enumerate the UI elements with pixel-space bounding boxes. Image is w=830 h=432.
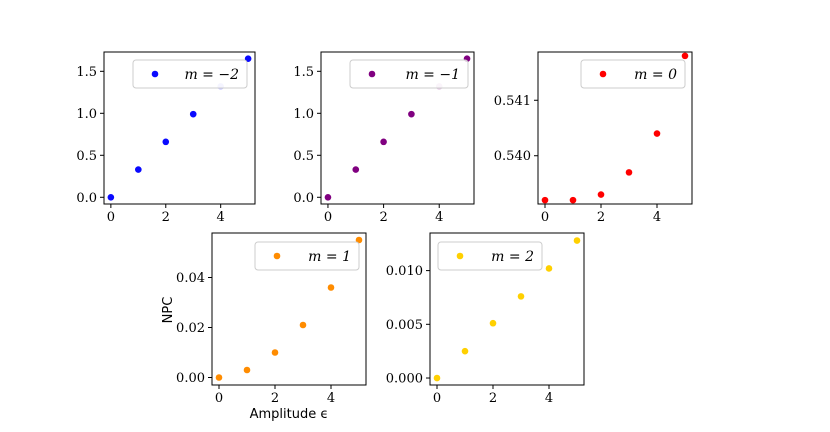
data-point xyxy=(271,349,279,356)
x-tick-label: 2 xyxy=(271,391,279,406)
y-tick-label: 0.0 xyxy=(293,191,314,206)
x-tick-label: 4 xyxy=(435,210,443,225)
x-tick-label: 4 xyxy=(545,391,553,406)
x-tick-label: 0 xyxy=(433,391,441,406)
data-point xyxy=(215,374,223,381)
x-tick-label: 2 xyxy=(489,391,497,406)
y-tick-label: 1.5 xyxy=(293,65,314,80)
data-point xyxy=(324,193,332,201)
legend-label: m = 2 xyxy=(491,249,534,265)
subplot-2: 0 2 4 0.0 0.5 1.0 1.5 m = −1 xyxy=(293,51,475,225)
legend-marker xyxy=(368,70,376,78)
y-tick-label: 0.00 xyxy=(176,371,205,386)
axes-frame xyxy=(103,51,256,205)
y-axis-label: NPC xyxy=(161,297,176,324)
x-tick-label: 2 xyxy=(379,210,387,225)
x-tick-label: 0 xyxy=(324,210,332,225)
y-tick-label: 0.5 xyxy=(293,149,314,164)
x-tick-label: 0 xyxy=(215,391,223,406)
y-tick-label: 1.5 xyxy=(76,65,97,80)
axes-frame xyxy=(320,51,475,205)
subplot-5: 0 2 4 0.000 0.005 0.010 m = 2 xyxy=(386,232,585,406)
data-point xyxy=(597,191,605,198)
data-point xyxy=(135,166,142,173)
legend-marker xyxy=(456,252,464,260)
x-tick-label: 4 xyxy=(653,210,661,225)
data-point xyxy=(243,366,251,374)
y-tick-label: 0.540 xyxy=(494,149,531,164)
data-point xyxy=(408,110,415,118)
data-point xyxy=(517,293,525,300)
data-point xyxy=(681,52,689,60)
data-point xyxy=(653,130,661,137)
y-tick-label: 0.000 xyxy=(386,372,423,387)
data-point xyxy=(189,110,197,118)
legend: m = 0 xyxy=(580,59,686,89)
data-point xyxy=(625,169,633,176)
y-tick-label: 0.5 xyxy=(76,149,97,164)
legend-marker xyxy=(273,252,281,260)
data-point xyxy=(327,284,335,291)
legend-marker xyxy=(151,70,159,78)
subplot-3: 0 2 4 0.540 0.541 m = 0 xyxy=(494,51,693,225)
legend: m = 1 xyxy=(254,241,360,271)
data-point xyxy=(380,138,387,146)
legend-box xyxy=(254,241,360,271)
axes-frame xyxy=(211,232,367,386)
legend: m = −2 xyxy=(132,59,248,89)
y-tick-label: 0.541 xyxy=(494,94,531,109)
x-tick-label: 2 xyxy=(162,210,170,225)
x-tick-label: 4 xyxy=(217,210,225,225)
x-tick-label: 0 xyxy=(541,210,549,225)
y-tick-label: 0.0 xyxy=(76,191,97,206)
axes-frame xyxy=(429,232,585,386)
data-point xyxy=(352,166,360,173)
y-tick-label: 0.02 xyxy=(176,321,205,336)
legend-label: m = 0 xyxy=(634,67,677,83)
legend-label: m = −1 xyxy=(405,67,460,83)
x-axis-label: Amplitude ϵ xyxy=(250,407,329,422)
data-point xyxy=(107,193,115,201)
legend-label: m = −2 xyxy=(184,67,239,83)
data-point xyxy=(545,265,553,272)
y-tick-label: 1.0 xyxy=(76,107,97,122)
legend-box xyxy=(132,59,248,89)
legend-box xyxy=(580,59,686,89)
legend: m = −1 xyxy=(349,59,469,89)
y-tick-label: 0.005 xyxy=(386,318,423,333)
y-tick-label: 0.04 xyxy=(176,271,205,286)
data-point xyxy=(541,196,549,204)
data-point xyxy=(489,319,497,327)
data-point xyxy=(461,347,469,355)
x-tick-label: 2 xyxy=(597,210,605,225)
x-tick-label: 4 xyxy=(327,391,335,406)
data-point xyxy=(355,236,363,244)
data-point xyxy=(299,321,307,329)
legend-box xyxy=(349,59,469,89)
legend-marker xyxy=(599,70,607,78)
legend: m = 2 xyxy=(437,241,543,271)
subplot-1: 0 2 4 0.0 0.5 1.0 1.5 m = −2 xyxy=(76,51,256,225)
axes-frame xyxy=(537,51,693,205)
legend-label: m = 1 xyxy=(308,249,351,265)
y-tick-label: 1.0 xyxy=(293,107,314,122)
data-point xyxy=(433,374,441,382)
x-tick-label: 0 xyxy=(107,210,115,225)
data-point xyxy=(573,237,581,244)
legend-box xyxy=(437,241,543,271)
data-point xyxy=(162,138,170,146)
subplot-4: 0 2 4 0.00 0.02 0.04 m = 1 xyxy=(176,232,367,406)
data-point xyxy=(569,196,577,204)
y-tick-label: 0.010 xyxy=(386,264,423,279)
